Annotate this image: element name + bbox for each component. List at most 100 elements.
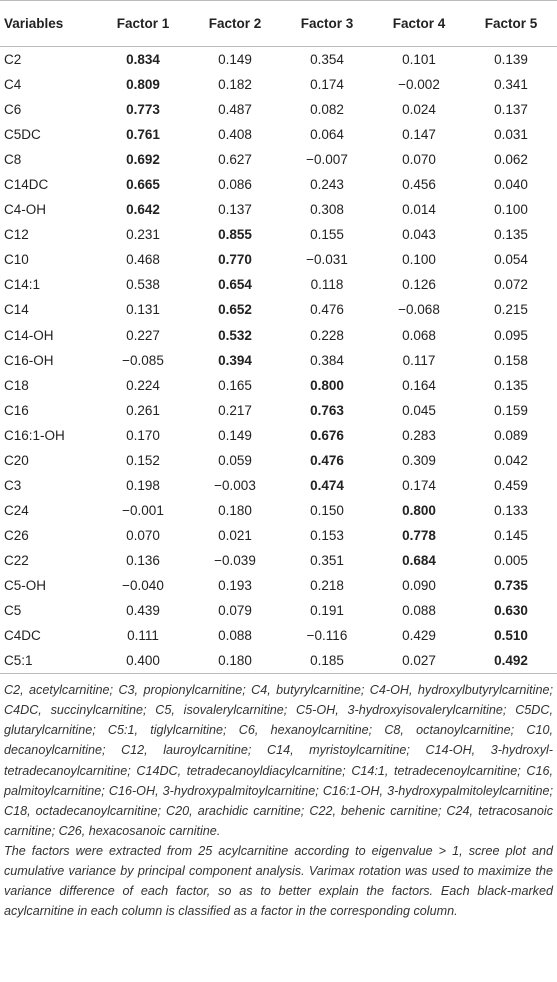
value-cell: 0.439 <box>126 603 160 619</box>
value-cell: 0.309 <box>402 452 436 468</box>
value-cell: 0.627 <box>218 152 252 168</box>
value-cell: 0.135 <box>494 227 528 243</box>
value-cell: 0.059 <box>218 452 252 468</box>
value-cell: 0.147 <box>402 127 436 143</box>
value-cell: 0.082 <box>310 102 344 118</box>
value-cell: 0.088 <box>402 603 436 619</box>
value-cell: 0.089 <box>494 427 528 443</box>
value-cell: 0.100 <box>402 252 436 268</box>
variable-cell: C12 <box>4 227 29 243</box>
value-cell: 0.054 <box>494 252 528 268</box>
value-cell: 0.763 <box>310 402 344 418</box>
variable-cell: C22 <box>4 552 29 568</box>
value-cell: 0.684 <box>402 552 436 568</box>
factor-table: Variables Factor 1 Factor 2 Factor 3 Factor … <box>0 0 557 675</box>
value-cell: 0.217 <box>218 402 252 418</box>
value-cell: 0.031 <box>494 127 528 143</box>
value-cell: 0.261 <box>126 402 160 418</box>
variable-cell: C3 <box>4 477 22 493</box>
header-cell: Factor 2 <box>189 0 281 47</box>
value-cell: 0.100 <box>494 202 528 218</box>
value-cell: 0.487 <box>218 102 252 118</box>
variable-cell: C8 <box>4 152 22 168</box>
table-row: C12 0.231 0.855 0.155 0.043 0.135 <box>0 222 557 247</box>
header-cell: Factor 3 <box>281 0 373 47</box>
value-cell: 0.228 <box>310 327 344 343</box>
value-cell: 0.072 <box>494 277 528 293</box>
table-row: C14DC 0.665 0.086 0.243 0.456 0.040 <box>0 172 557 197</box>
value-cell: 0.064 <box>310 127 344 143</box>
table-row: C14:1 0.538 0.654 0.118 0.126 0.072 <box>0 272 557 297</box>
value-cell: 0.126 <box>402 277 436 293</box>
value-cell: −0.031 <box>306 252 348 268</box>
value-cell: 0.180 <box>189 648 281 675</box>
value-cell: 0.117 <box>402 352 436 368</box>
value-cell: 0.150 <box>310 502 344 518</box>
value-cell: 0.665 <box>126 177 160 193</box>
table-row: C20 0.152 0.059 0.476 0.309 0.042 <box>0 448 557 473</box>
value-cell: 0.218 <box>310 578 344 593</box>
table-row: C22 0.136 −0.039 0.351 0.684 0.005 <box>0 548 557 573</box>
value-cell: 0.538 <box>126 277 160 293</box>
table-row: C5-OH −0.040 0.193 0.218 0.090 0.735 <box>0 573 557 598</box>
value-cell: −0.040 <box>122 578 164 593</box>
value-cell: 0.170 <box>126 427 160 443</box>
table-row: C14 0.131 0.652 0.476 −0.068 0.215 <box>0 297 557 322</box>
value-cell: 0.408 <box>218 127 252 143</box>
variable-cell: C16-OH <box>4 352 54 368</box>
value-cell: 0.088 <box>218 628 252 644</box>
variable-cell: C18 <box>4 377 29 393</box>
value-cell: 0.630 <box>494 603 528 619</box>
value-cell: 0.778 <box>402 527 436 543</box>
value-cell: −0.068 <box>398 302 440 318</box>
value-cell: 0.800 <box>310 377 344 393</box>
value-cell: 0.243 <box>310 177 344 193</box>
header-row: Variables Factor 1 Factor 2 Factor 3 Factor … <box>0 0 557 47</box>
value-cell: 0.215 <box>494 302 528 318</box>
variable-cell: C16 <box>4 402 29 418</box>
table-row: C10 0.468 0.770 −0.031 0.100 0.054 <box>0 247 557 272</box>
table-row: C16-OH −0.085 0.394 0.384 0.117 0.158 <box>0 348 557 373</box>
variable-cell: C5:1 <box>0 648 97 675</box>
value-cell: 0.158 <box>494 352 528 368</box>
value-cell: 0.014 <box>402 202 436 218</box>
value-cell: 0.351 <box>310 552 344 568</box>
note: The factors were extracted from 25 acylc… <box>4 843 553 919</box>
value-cell: 0.654 <box>218 277 252 293</box>
value-cell: 0.155 <box>310 227 344 243</box>
value-cell: 0.118 <box>310 277 344 293</box>
table-row: C8 0.692 0.627 −0.007 0.070 0.062 <box>0 147 557 172</box>
value-cell: 0.231 <box>126 227 160 243</box>
value-cell: 0.131 <box>126 302 160 318</box>
value-cell: 0.136 <box>126 552 160 568</box>
variable-cell: C14-OH <box>4 327 54 343</box>
value-cell: 0.642 <box>126 202 160 218</box>
value-cell: 0.676 <box>310 427 344 443</box>
value-cell: 0.024 <box>402 102 436 118</box>
table-row: C3 0.198 −0.003 0.474 0.174 0.459 <box>0 473 557 498</box>
value-cell: 0.227 <box>126 327 160 343</box>
value-cell: 0.770 <box>218 252 252 268</box>
header-cell: Factor 4 <box>373 0 465 47</box>
value-cell: 0.456 <box>402 177 436 193</box>
variable-cell: C2 <box>4 52 22 68</box>
table-row: C18 0.224 0.165 0.800 0.164 0.135 <box>0 373 557 398</box>
table-row: C6 0.773 0.487 0.082 0.024 0.137 <box>0 97 557 122</box>
value-cell: 0.761 <box>126 127 160 143</box>
value-cell: 0.145 <box>494 527 528 543</box>
value-cell: 0.159 <box>494 402 528 418</box>
abbreviations: C2, acetylcarnitine; C3, propionylcarnit… <box>4 683 553 838</box>
value-cell: 0.394 <box>218 352 252 368</box>
variable-cell: C6 <box>4 102 22 118</box>
value-cell: 0.510 <box>494 628 528 644</box>
value-cell: 0.174 <box>310 77 344 93</box>
value-cell: 0.476 <box>310 302 344 318</box>
value-cell: 0.308 <box>310 202 344 218</box>
value-cell: −0.003 <box>214 477 256 493</box>
value-cell: −0.001 <box>122 502 164 518</box>
value-cell: 0.137 <box>494 102 528 118</box>
value-cell: 0.079 <box>218 603 252 619</box>
variable-cell: C14:1 <box>4 277 41 293</box>
value-cell: 0.149 <box>218 52 252 68</box>
